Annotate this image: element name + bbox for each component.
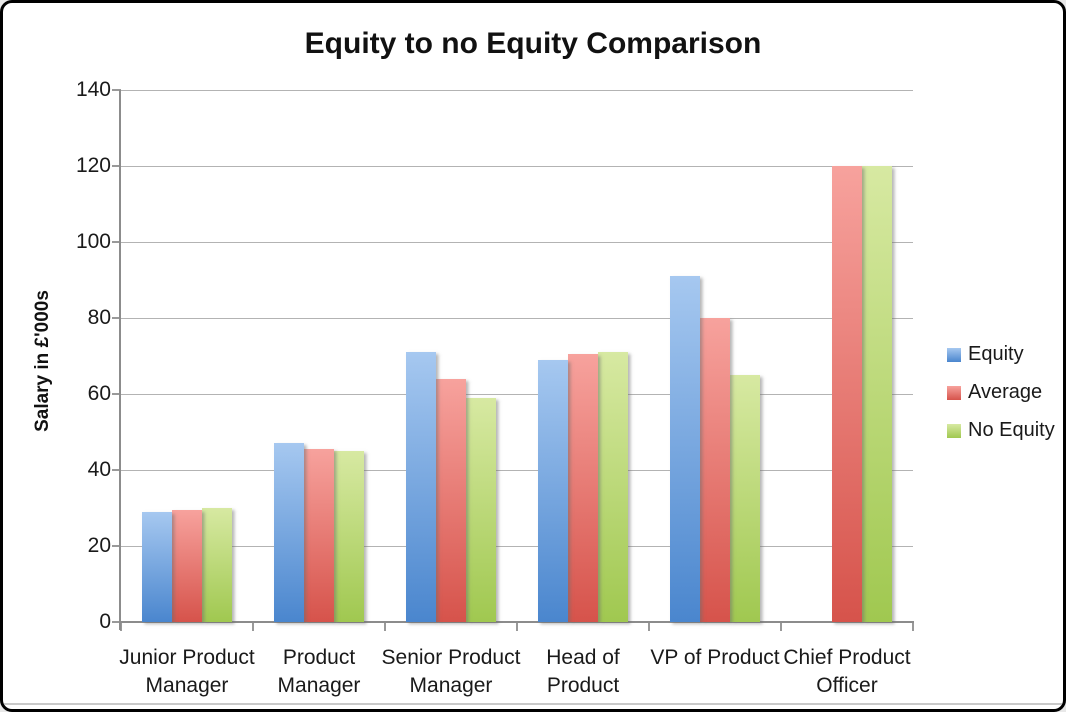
bar-average-vp-of-product bbox=[700, 318, 730, 622]
y-tick-label-100: 100 bbox=[75, 230, 111, 253]
chart-title: Equity to no Equity Comparison bbox=[304, 27, 762, 60]
x-category-label-chief-product-officer: Chief Product Officer bbox=[771, 644, 923, 700]
x-axis-tick-mark bbox=[648, 622, 650, 631]
y-axis-tick-mark bbox=[112, 469, 121, 471]
x-category-label-line: Manager bbox=[277, 674, 361, 697]
frame-bottom-hairline bbox=[3, 703, 1063, 705]
bar-no-equity-head-of-product bbox=[598, 352, 628, 622]
gridline-y-120 bbox=[121, 165, 913, 167]
gridline-y-40 bbox=[121, 469, 913, 471]
legend-swatch-average bbox=[947, 385, 961, 400]
legend-item-equity: Equity bbox=[947, 343, 1024, 366]
bar-average-head-of-product bbox=[568, 354, 598, 622]
x-axis-tick-mark bbox=[252, 622, 254, 631]
x-axis-line bbox=[119, 621, 914, 623]
x-category-label-junior-product-manager: Junior Product Manager bbox=[111, 644, 263, 700]
x-category-label-vp-of-product: VP of Product bbox=[639, 644, 791, 672]
x-category-label-line: Head of bbox=[546, 646, 620, 669]
gridline-y-140 bbox=[121, 89, 913, 91]
x-category-label-line: Manager bbox=[145, 674, 229, 697]
legend-label: No Equity bbox=[968, 419, 1055, 441]
y-axis-tick-mark bbox=[112, 393, 121, 395]
bar-no-equity-junior-product-manager bbox=[202, 508, 232, 622]
bar-no-equity-chief-product-officer bbox=[862, 166, 892, 622]
x-axis-tick-mark bbox=[516, 622, 518, 631]
gridline-y-60 bbox=[121, 393, 913, 395]
bar-no-equity-vp-of-product bbox=[730, 375, 760, 622]
x-category-label-senior-product-manager: Senior Product Manager bbox=[375, 644, 527, 700]
legend-label: Equity bbox=[968, 343, 1024, 365]
bar-average-junior-product-manager bbox=[172, 509, 202, 622]
bar-no-equity-senior-product-manager bbox=[466, 397, 496, 622]
x-category-label-line: Officer bbox=[816, 674, 878, 697]
gridline-y-20 bbox=[121, 545, 913, 547]
y-axis-tick-mark bbox=[112, 545, 121, 547]
gridline-y-80 bbox=[121, 317, 913, 319]
x-category-label-line: Chief Product bbox=[783, 646, 911, 669]
x-axis-tick-mark bbox=[120, 622, 122, 631]
y-tick-label-60: 60 bbox=[87, 382, 111, 405]
x-category-label-line: Product bbox=[282, 646, 356, 669]
y-tick-label-140: 140 bbox=[75, 78, 111, 101]
x-category-label-line: Senior Product bbox=[381, 646, 521, 669]
x-category-label-line: Junior Product bbox=[119, 646, 255, 669]
y-axis-tick-mark bbox=[112, 241, 121, 243]
legend-swatch-equity bbox=[947, 347, 961, 362]
x-axis-tick-mark bbox=[912, 622, 914, 631]
y-axis-tick-mark bbox=[112, 89, 121, 91]
y-tick-label-40: 40 bbox=[87, 458, 111, 481]
y-tick-label-20: 20 bbox=[87, 534, 111, 557]
bar-no-equity-product-manager bbox=[334, 451, 364, 622]
bar-equity-product-manager bbox=[274, 443, 304, 622]
y-axis-tick-mark bbox=[112, 621, 121, 623]
x-axis-tick-mark bbox=[384, 622, 386, 631]
legend-swatch-no-equity bbox=[947, 423, 961, 438]
bar-average-senior-product-manager bbox=[436, 378, 466, 622]
bar-equity-senior-product-manager bbox=[406, 352, 436, 622]
legend-item-no-equity: No Equity bbox=[947, 419, 1055, 442]
x-category-label-line: Product bbox=[546, 674, 620, 697]
y-tick-label-0: 0 bbox=[99, 610, 111, 633]
y-axis-tick-mark bbox=[112, 317, 121, 319]
x-category-label-head-of-product: Head of Product bbox=[507, 644, 659, 700]
x-category-label-product-manager: Product Manager bbox=[243, 644, 395, 700]
bar-equity-vp-of-product bbox=[670, 276, 700, 622]
bar-equity-head-of-product bbox=[538, 359, 568, 622]
legend-label: Average bbox=[968, 381, 1043, 403]
gridline-y-100 bbox=[121, 241, 913, 243]
y-axis-line bbox=[119, 90, 121, 630]
x-category-label-line: Manager bbox=[409, 674, 493, 697]
bar-equity-junior-product-manager bbox=[142, 511, 172, 622]
bar-average-product-manager bbox=[304, 449, 334, 622]
x-axis-tick-mark bbox=[780, 622, 782, 631]
y-tick-label-80: 80 bbox=[87, 306, 111, 329]
x-category-label-line: VP of Product bbox=[650, 646, 780, 669]
y-axis-tick-mark bbox=[112, 165, 121, 167]
y-tick-label-120: 120 bbox=[75, 154, 111, 177]
bar-average-chief-product-officer bbox=[832, 166, 862, 622]
legend-item-average: Average bbox=[947, 381, 1042, 404]
